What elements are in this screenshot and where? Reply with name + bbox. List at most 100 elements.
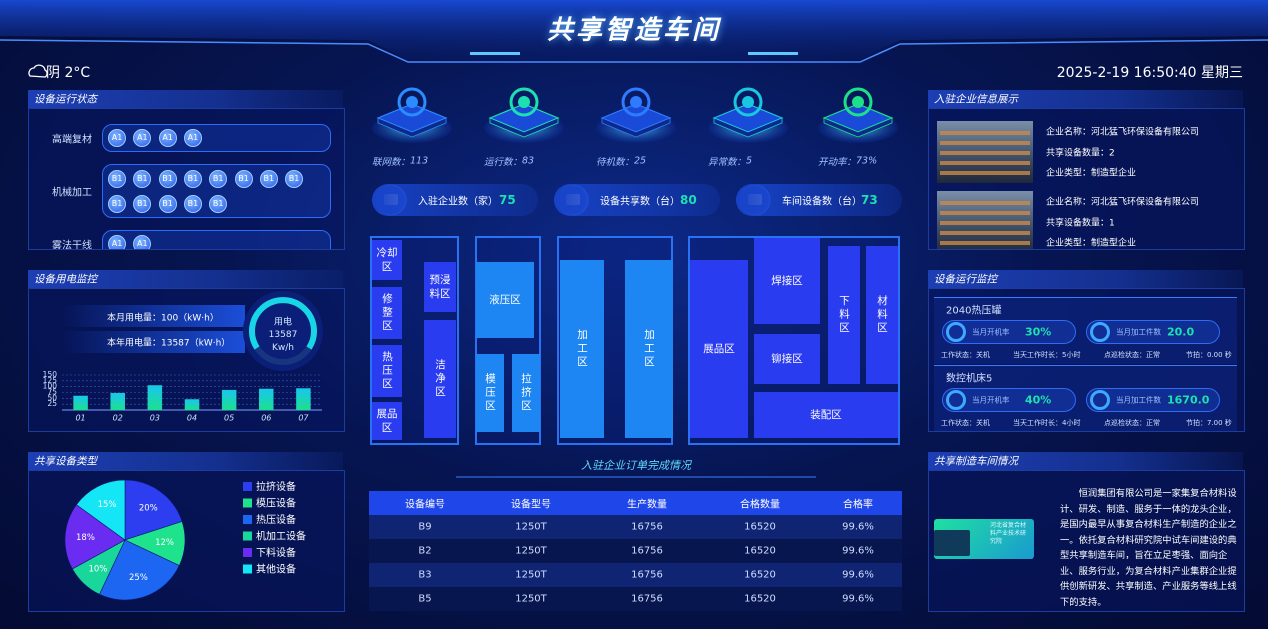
platform	[822, 103, 894, 133]
machine-detail: 当天工作时长：4小时	[1013, 419, 1081, 427]
gauge-unit: Kw/h	[272, 343, 294, 353]
table-cell: 16520	[744, 545, 776, 557]
table-cell: 1250T	[515, 521, 547, 533]
table-cell: 99.6%	[842, 569, 874, 581]
table-cell: 16756	[631, 521, 663, 533]
stat-icon	[733, 87, 763, 117]
floor-area: 冷却区	[372, 240, 402, 280]
stat-value: 25	[634, 155, 647, 167]
panel-title: 设备用电监控	[34, 273, 97, 286]
power-band	[60, 305, 245, 327]
count-label: 入驻企业数（家）	[418, 196, 498, 208]
stat-icon	[509, 87, 539, 117]
photo-floor	[940, 141, 1030, 145]
metric-icon	[946, 390, 966, 410]
logo-text: 河北省复合材料产业技术研究院	[990, 522, 1027, 545]
floor-area: 展品区	[690, 260, 748, 438]
table-header-cell: 设备编号	[405, 499, 445, 511]
metric-pill	[942, 388, 1076, 412]
machine-detail: 节拍：0.00 秒	[1186, 351, 1232, 359]
count-label: 车间设备数（台）	[782, 196, 862, 208]
panel-title: 入驻企业信息展示	[934, 93, 1018, 106]
header-band	[0, 0, 1268, 60]
floor-area: 展品区	[372, 402, 402, 440]
floor-area: 预浸料区	[424, 262, 456, 312]
device-chip: B1	[133, 170, 152, 188]
floor-area: 热压区	[372, 345, 402, 397]
stat-label: 运行数：	[483, 157, 522, 168]
device-chip: A1	[108, 235, 126, 249]
panel-body: 企业名称：河北猛飞环保设备有限公司 共享设备数量：2 企业类型：制造型企业 企业名称：…	[928, 108, 1245, 250]
floor-area: 下料区	[828, 246, 860, 384]
table-row	[369, 515, 902, 539]
table-header-cell: 合格数量	[740, 499, 780, 511]
stat-icon	[621, 87, 651, 117]
company-devices: 共享设备数量：2	[1046, 148, 1115, 159]
power-band	[60, 331, 245, 353]
device-chip: B1	[209, 195, 228, 213]
floor-area: 材料区	[866, 246, 898, 384]
device-chip: A1	[158, 129, 177, 147]
company-name: 企业名称：河北猛飞环保设备有限公司	[1046, 127, 1200, 138]
table-header-cell: 合格率	[843, 499, 873, 511]
metric-icon	[1090, 390, 1110, 410]
device-chip: B1	[285, 170, 304, 188]
device-chip: B1	[209, 170, 228, 188]
panel-title: 共享制造车间情况	[934, 455, 1018, 468]
floor-area: 拉挤区	[512, 354, 540, 432]
machine-detail: 节拍：7.00 秒	[1186, 419, 1232, 427]
device-chip: B1	[133, 195, 152, 213]
floor-area: 洁净区	[424, 320, 456, 438]
panel-title: 设备运行状态	[34, 93, 97, 106]
machine-detail: 点巡检状态：正常	[1104, 419, 1160, 427]
photo-floor	[940, 151, 1030, 155]
stat-icon-core	[518, 96, 530, 108]
machine-card	[934, 365, 1237, 431]
device-chip: B1	[183, 170, 202, 188]
machine-name: 2040热压罐	[946, 305, 1002, 317]
photo-floor	[940, 211, 1030, 215]
weather: 阴 2°C	[46, 65, 91, 81]
header-decoration	[0, 0, 1268, 78]
stat-value: 113	[410, 155, 429, 167]
platform-side	[601, 117, 671, 138]
device-chip: B1	[234, 170, 253, 188]
platform	[376, 103, 448, 133]
company-photo	[937, 121, 1033, 183]
stat-value: 5	[746, 155, 753, 167]
floor-area: 装配区	[754, 392, 898, 438]
table-cell: 16520	[744, 521, 776, 533]
row-label: 雾法干线	[52, 240, 92, 250]
platform-side	[823, 117, 893, 138]
platform-glow	[372, 113, 452, 143]
table-cell: B3	[418, 569, 432, 581]
company-name: 企业名称：河北猛飞环保设备有限公司	[1046, 197, 1200, 208]
table-row	[369, 587, 902, 611]
photo-floor	[940, 241, 1030, 245]
logo-block	[934, 530, 970, 556]
count-value: 75	[499, 193, 516, 207]
device-chip: B1	[183, 195, 202, 213]
device-chip: A1	[133, 235, 152, 249]
panel-body: 高端复材 A1 A1 A1 A1 机械加工 B1 B1 B1 B1 B1 B1 B1 B1 B1 B1 B1 B1…	[28, 108, 345, 250]
table-cell: 16520	[744, 593, 776, 605]
device-chip: B1	[108, 195, 126, 213]
panel-body: 2040热压罐 当月开机率 30% 当月加工件数 20.0 工作状态：关机 当天工作时长：5…	[928, 288, 1245, 432]
machine-detail: 工作状态：关机	[941, 351, 990, 359]
stat-value: 83	[522, 155, 535, 167]
count-label: 设备共享数（台）	[600, 196, 680, 208]
table-cell: 99.6%	[842, 521, 874, 533]
row-label: 高端复材	[52, 134, 92, 146]
gauge-value: 13587	[268, 330, 298, 340]
metric-value: 30%	[1025, 325, 1052, 339]
company-type: 企业类型：制造型企业	[1046, 168, 1137, 179]
metric-value: 40%	[1025, 393, 1052, 407]
floor-area: 铆接区	[754, 334, 820, 384]
table-cell: B5	[418, 593, 432, 605]
chip-track	[102, 230, 331, 249]
datetime: 2025-2-19 16:50:40 星期三	[1056, 65, 1243, 81]
machine-detail: 点巡检状态：正常	[1104, 351, 1160, 359]
table-cell: B9	[418, 521, 432, 533]
table-title: 入驻企业订单完成情况	[581, 459, 691, 472]
stat-label: 联网数：	[371, 157, 410, 168]
